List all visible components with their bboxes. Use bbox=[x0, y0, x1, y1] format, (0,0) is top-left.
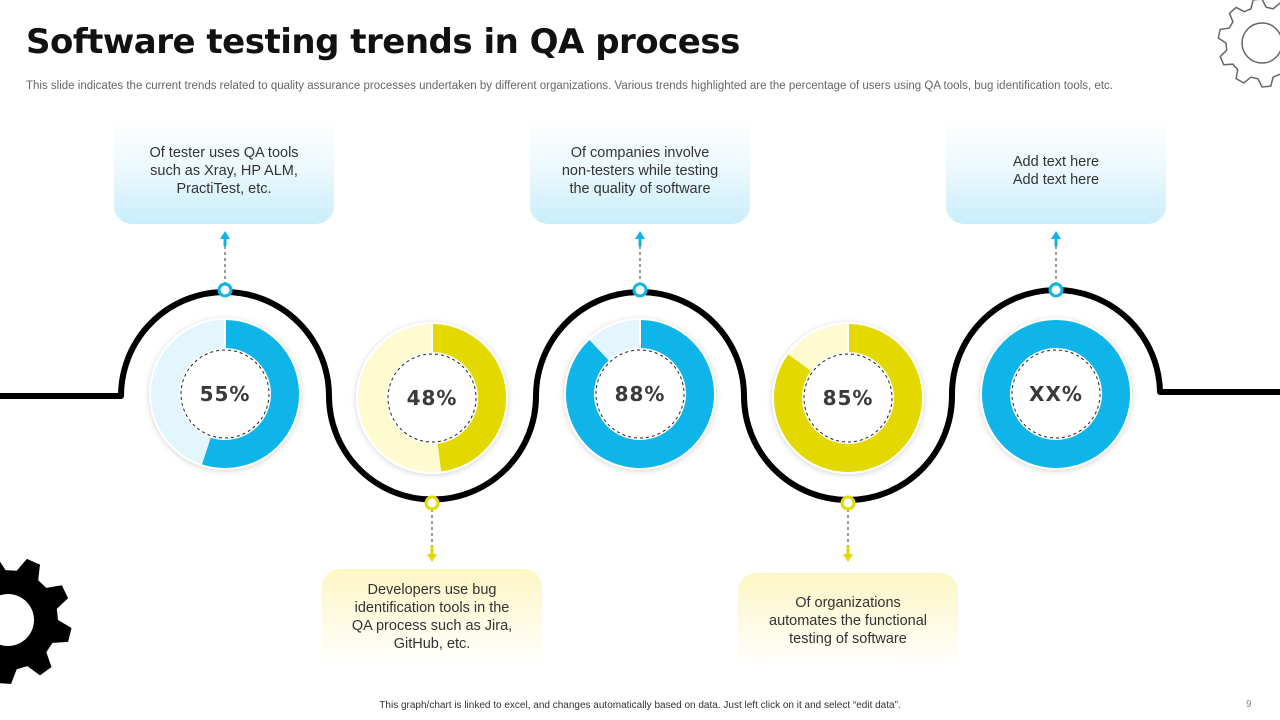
gear-solid-shape bbox=[0, 558, 72, 684]
callout-text: Developers use bug identification tools … bbox=[351, 581, 513, 653]
donut-chart: 48% bbox=[356, 322, 508, 474]
callout-text: Add text here Add text here bbox=[1012, 153, 1100, 188]
arrow-up-icon bbox=[635, 231, 645, 239]
callout-text: Of companies involve non-testers while t… bbox=[561, 144, 719, 198]
callout-text: Of organizations automates the functiona… bbox=[769, 594, 927, 648]
donut-chart: 55% bbox=[149, 318, 301, 470]
arrow-up-icon bbox=[220, 231, 230, 239]
donut-dashed-ring bbox=[387, 353, 477, 443]
connector-5 bbox=[1048, 231, 1064, 298]
connector-2 bbox=[424, 495, 440, 562]
track-node bbox=[217, 282, 233, 298]
callout-automation: Of organizations automates the functiona… bbox=[738, 573, 958, 669]
donut-chart: XX% bbox=[980, 318, 1132, 470]
arrow-up-icon bbox=[1051, 231, 1061, 239]
page-subtitle: This slide indicates the current trends … bbox=[26, 80, 1113, 92]
donut-dashed-ring bbox=[1011, 349, 1101, 439]
track-node bbox=[840, 495, 856, 511]
callout-qa-tools: Of tester uses QA tools such as Xray, HP… bbox=[114, 118, 334, 224]
gear-outline-hole bbox=[1241, 22, 1280, 64]
donut-percent-label: 88% bbox=[615, 382, 666, 406]
callout-placeholder: Add text here Add text here bbox=[946, 118, 1166, 224]
callout-text: Of tester uses QA tools such as Xray, HP… bbox=[149, 144, 299, 198]
gear-outline-icon bbox=[1217, 0, 1280, 88]
arrow-down-icon bbox=[843, 554, 853, 562]
gear-solid-icon bbox=[0, 558, 72, 684]
donut-dashed-ring bbox=[180, 349, 270, 439]
donut-percent-label: 55% bbox=[200, 382, 251, 406]
donut-center bbox=[387, 353, 477, 443]
donut-center bbox=[595, 349, 685, 439]
donut-center bbox=[180, 349, 270, 439]
page-title: Software testing trends in QA process bbox=[26, 22, 740, 62]
connector-3 bbox=[632, 231, 648, 298]
track-node bbox=[424, 495, 440, 511]
donut-percent-label: XX% bbox=[1029, 382, 1083, 406]
connector-4 bbox=[840, 495, 856, 562]
arrow-down-icon bbox=[427, 554, 437, 562]
donut-chart: 85% bbox=[772, 322, 924, 474]
connector-1 bbox=[217, 231, 233, 298]
callout-non-testers: Of companies involve non-testers while t… bbox=[530, 118, 750, 224]
callout-bug-tools: Developers use bug identification tools … bbox=[322, 569, 542, 665]
donut-chart: 88% bbox=[564, 318, 716, 470]
track-node bbox=[632, 282, 648, 298]
track-node bbox=[1048, 282, 1064, 298]
donut-percent-label: 48% bbox=[407, 386, 458, 410]
gear-outline-shape bbox=[1217, 0, 1280, 88]
gear-solid-hole bbox=[0, 594, 34, 646]
donut-value-arc bbox=[982, 320, 1130, 468]
donut-percent-label: 85% bbox=[823, 386, 874, 410]
footer-note: This graph/chart is linked to excel, and… bbox=[379, 700, 901, 711]
donut-dashed-ring bbox=[595, 349, 685, 439]
donut-center bbox=[1011, 349, 1101, 439]
donut-center bbox=[803, 353, 893, 443]
page-number: 9 bbox=[1246, 699, 1252, 710]
donut-dashed-ring bbox=[803, 353, 893, 443]
